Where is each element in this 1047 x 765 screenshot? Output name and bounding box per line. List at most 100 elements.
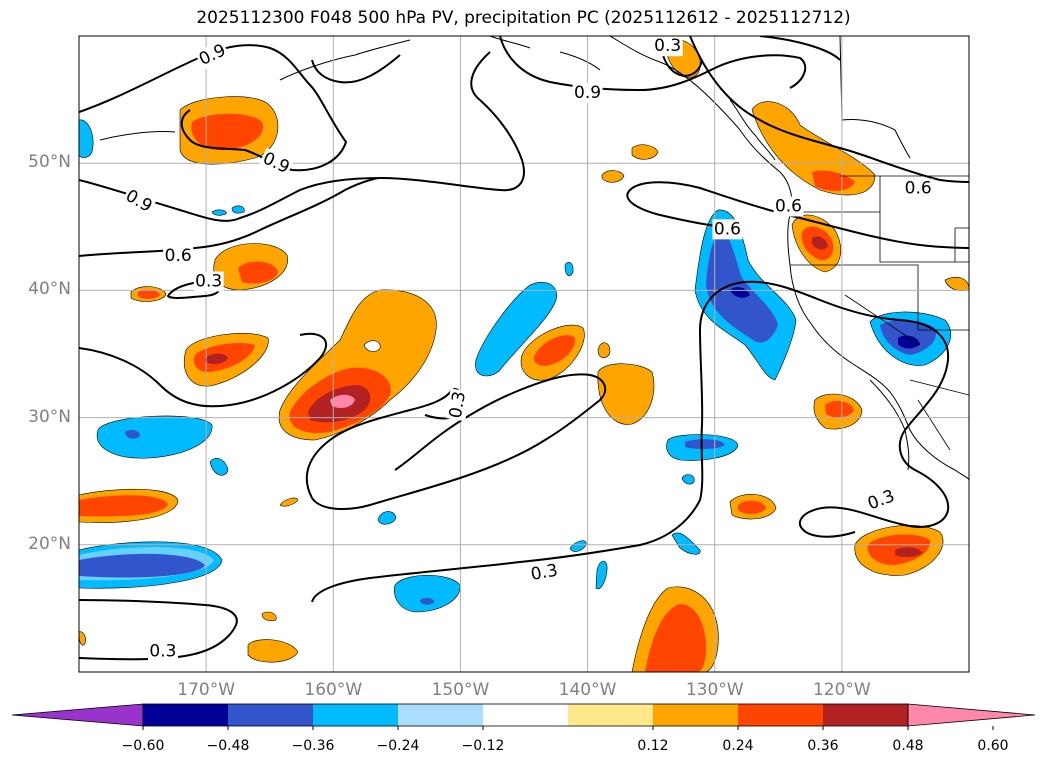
pv-contour-0.6 (79, 177, 381, 257)
coastline (489, 36, 601, 71)
longitude-label: 130°W (685, 680, 744, 700)
pv-label-background (572, 83, 603, 104)
pv-label-background (712, 219, 743, 240)
pv-label-text: 0.3 (446, 390, 470, 420)
pv-contour-0.9 (499, 36, 807, 92)
pv-label-text: 0.9 (574, 83, 601, 103)
precip-blob (631, 144, 659, 160)
coastline (99, 131, 176, 141)
pv-label-background (163, 246, 194, 267)
precip-blob (363, 340, 381, 352)
precip-blob (898, 335, 920, 349)
pv-contour-labels: 0.90.90.30.90.90.60.30.60.60.60.30.30.30… (120, 36, 934, 662)
map-title: 2025112300 F048 500 hPa PV, precipitatio… (196, 8, 851, 28)
precip-blob (238, 261, 278, 284)
precip-blob (681, 474, 695, 485)
pv-contour-label: 0.9 (258, 147, 294, 179)
colorbar-extend-low (11, 703, 144, 727)
precip-blob (944, 276, 969, 291)
pv-label-background (193, 271, 224, 292)
precip-blob (597, 363, 655, 425)
precip-blob (812, 170, 855, 191)
precip-blob (79, 553, 205, 578)
precip-blob (125, 429, 140, 439)
pv-label-background (652, 36, 683, 57)
pv-label-background (258, 147, 294, 179)
longitude-label: 160°W (304, 680, 363, 700)
longitude-label: 120°W (812, 680, 871, 700)
precip-blob (209, 457, 229, 476)
pv-label-text: 0.6 (714, 219, 741, 239)
latitude-label: 50°N (28, 152, 71, 173)
pv-label-text: 0.3 (195, 271, 222, 291)
colorbar-segment (738, 704, 823, 726)
precip-blob (895, 547, 922, 558)
pv-label-background (863, 485, 899, 515)
colorbar-segment (653, 704, 738, 726)
colorbar-tick-label: 0.24 (722, 738, 754, 754)
precip-blob (79, 495, 168, 517)
pv-contour-label: 0.6 (903, 178, 934, 199)
pv-contour-label: 0.9 (572, 83, 603, 104)
pv-contour-label: 0.3 (445, 388, 471, 422)
pv-label-background (120, 185, 157, 218)
pv-contour-0.3 (311, 373, 607, 510)
precip-blob (645, 604, 707, 672)
colorbar-tick-label: −0.60 (121, 738, 165, 754)
precip-blob (825, 400, 854, 418)
precip-blob (601, 170, 625, 183)
colorbar-segment (568, 704, 653, 726)
pv-contour-label: 0.3 (652, 36, 683, 57)
colorbar (11, 703, 1036, 730)
precip-blob (191, 113, 264, 151)
precip-blob (751, 101, 876, 196)
precip-blob (211, 209, 227, 216)
precip-blob (812, 236, 828, 250)
precip-blob (261, 611, 277, 622)
pv-contour-0.9 (759, 36, 841, 61)
pv-label-background (147, 641, 178, 662)
colorbar-segment (398, 704, 483, 726)
coastline (729, 99, 776, 161)
precip-blob (671, 532, 701, 555)
precip-blob (534, 335, 576, 366)
pv-contour-0.9 (311, 54, 401, 84)
pv-contour-label: 0.6 (712, 219, 743, 240)
map-frame (78, 35, 970, 673)
colorbar-tick-label: −0.48 (206, 738, 250, 754)
colorbar-tick-label: 0.48 (892, 738, 924, 754)
pv-label-text: 0.3 (149, 642, 176, 662)
precip-blob (394, 575, 461, 613)
precip-shading (79, 39, 969, 672)
precip-blob (96, 415, 213, 459)
pv-contour-0.6 (629, 181, 969, 249)
colorbar-frame (142, 703, 909, 727)
pv-label-text: 0.3 (529, 561, 559, 585)
longitude-label: 150°W (431, 680, 490, 700)
border-line (790, 264, 969, 331)
latitude-label: 20°N (28, 533, 71, 554)
longitude-label: 140°W (558, 680, 617, 700)
colorbar-segment (143, 704, 228, 726)
precip-blob (597, 342, 611, 359)
precip-blob (475, 281, 557, 377)
precip-blob (205, 353, 228, 365)
pv-label-text: 0.3 (654, 36, 681, 56)
pv-contour-label: 0.3 (527, 560, 561, 586)
pv-label-background (527, 560, 561, 586)
precip-blob (247, 639, 299, 663)
precip-blob (330, 394, 355, 408)
precip-blob (564, 262, 574, 277)
pv-contour-label: 0.6 (163, 246, 194, 267)
pv-label-text: 0.6 (775, 196, 802, 216)
pv-label-background (445, 388, 471, 422)
precip-blob (595, 560, 608, 590)
colorbar-tick-label: 0.12 (637, 738, 669, 754)
precip-blob (279, 497, 299, 507)
pv-label-background (903, 178, 934, 199)
pv-contour-0.6 (689, 36, 969, 183)
precip-blob (231, 205, 245, 214)
pv-contour-label: 0.3 (863, 485, 899, 515)
colorbar-extend-high (907, 703, 1036, 727)
